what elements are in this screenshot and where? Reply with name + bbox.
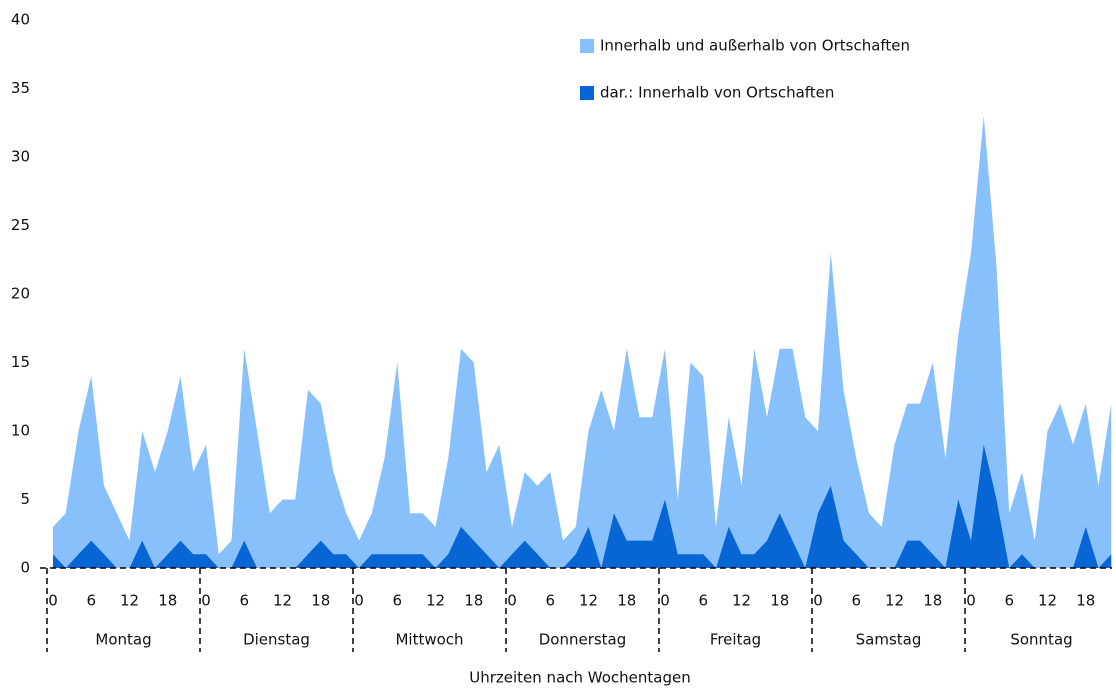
x-tick-label: 6 bbox=[545, 592, 555, 610]
y-tick-label: 20 bbox=[11, 285, 30, 303]
legend-swatch bbox=[580, 39, 594, 53]
x-tick-label: 18 bbox=[617, 592, 636, 610]
x-tick-label: 0 bbox=[48, 592, 58, 610]
y-tick-label: 40 bbox=[11, 11, 30, 29]
x-tick-label: 18 bbox=[923, 592, 942, 610]
x-tick-label: 18 bbox=[158, 592, 177, 610]
legend-label: Innerhalb und außerhalb von Ortschaften bbox=[600, 37, 910, 55]
x-tick-label: 12 bbox=[885, 592, 904, 610]
x-tick-label: 12 bbox=[732, 592, 751, 610]
area bbox=[53, 115, 1112, 569]
x-tick-label: 0 bbox=[966, 592, 976, 610]
group-label: Mittwoch bbox=[395, 631, 463, 649]
x-tick-label: 12 bbox=[273, 592, 292, 610]
x-tick-label: 6 bbox=[698, 592, 708, 610]
x-tick-label: 6 bbox=[392, 592, 402, 610]
group-label: Samstag bbox=[856, 631, 922, 649]
x-tick-label: 12 bbox=[579, 592, 598, 610]
x-tick-label: 6 bbox=[851, 592, 861, 610]
y-tick-label: 25 bbox=[11, 216, 30, 234]
x-axis-title: Uhrzeiten nach Wochentagen bbox=[469, 669, 690, 687]
x-tick-label: 6 bbox=[86, 592, 96, 610]
x-tick-label: 12 bbox=[120, 592, 139, 610]
x-tick-label: 0 bbox=[354, 592, 364, 610]
x-tick-label: 0 bbox=[813, 592, 823, 610]
group-label: Freitag bbox=[710, 631, 761, 649]
y-tick-label: 10 bbox=[11, 422, 30, 440]
x-tick-label: 18 bbox=[311, 592, 330, 610]
group-label: Donnerstag bbox=[539, 631, 627, 649]
x-tick-label: 12 bbox=[426, 592, 445, 610]
y-tick-label: 35 bbox=[11, 79, 30, 97]
x-tick-label: 12 bbox=[1038, 592, 1057, 610]
x-tick-label: 18 bbox=[770, 592, 789, 610]
x-tick-label: 0 bbox=[507, 592, 517, 610]
legend-swatch bbox=[580, 86, 594, 100]
x-tick-label: 18 bbox=[1076, 592, 1095, 610]
group-label: Sonntag bbox=[1010, 631, 1072, 649]
x-tick-label: 6 bbox=[239, 592, 249, 610]
group-label: Dienstag bbox=[243, 631, 310, 649]
area bbox=[53, 444, 1112, 568]
x-tick-label: 6 bbox=[1004, 592, 1014, 610]
x-tick-label: 0 bbox=[201, 592, 211, 610]
y-tick-label: 15 bbox=[11, 353, 30, 371]
x-tick-label: 0 bbox=[660, 592, 670, 610]
x-tick-label: 18 bbox=[464, 592, 483, 610]
legend-label: dar.: Innerhalb von Ortschaften bbox=[600, 84, 834, 102]
group-label: Montag bbox=[95, 631, 151, 649]
y-tick-label: 30 bbox=[11, 148, 30, 166]
y-tick-label: 5 bbox=[20, 490, 30, 508]
y-tick-label: 0 bbox=[20, 559, 30, 577]
